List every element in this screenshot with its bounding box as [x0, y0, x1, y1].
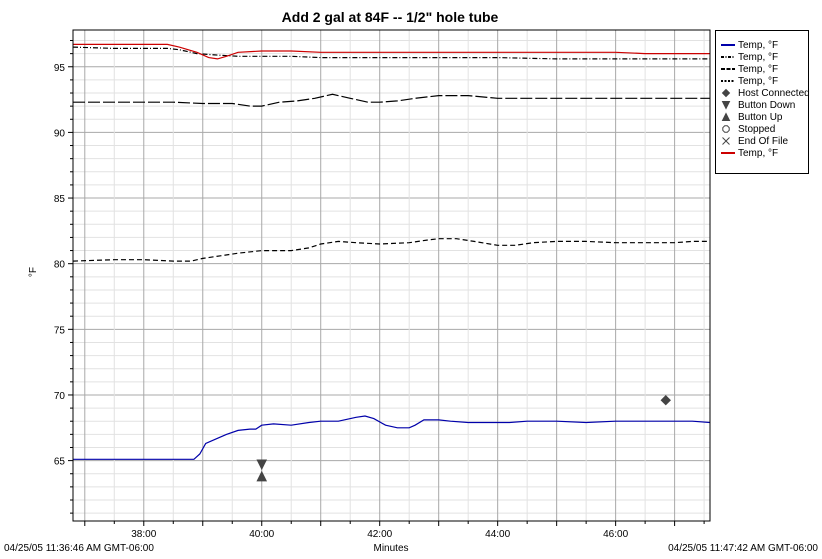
- axis-ticks: 65 70 75 80 85 90 95 38:00 40:00 42:00 44:00 46:00: [54, 40, 705, 540]
- legend-symbol: [720, 136, 736, 146]
- y-tick-label: 95: [54, 63, 66, 74]
- y-tick-label: 90: [54, 128, 66, 139]
- series-line-1: [73, 415, 711, 460]
- legend-symbol: [720, 76, 736, 86]
- triangle-down-icon: [721, 101, 731, 110]
- legend-label: Temp, °F: [738, 51, 779, 63]
- legend-entry: End Of File: [720, 135, 808, 147]
- legend-symbol: [720, 100, 736, 110]
- chart-legend: Temp, °F Temp, °F Temp, °F Temp, °F Host Con…: [715, 30, 810, 174]
- diamond-icon: [721, 88, 731, 98]
- legend-symbol: [720, 148, 736, 158]
- series-line-5: [73, 43, 710, 60]
- x-tick-label: 42:00: [367, 529, 392, 540]
- button-down-marker: [256, 459, 268, 471]
- plot-frame: [72, 29, 711, 522]
- legend-symbol: [720, 88, 736, 98]
- button-up-marker: [256, 470, 268, 482]
- end-time-label: 04/25/05 11:47:42 AM GMT-06:00: [668, 543, 818, 554]
- series-line-4: [72, 238, 710, 262]
- legend-label: End Of File: [738, 135, 789, 147]
- series-lines: [72, 43, 711, 460]
- legend-symbol: [720, 52, 736, 62]
- y-tick-label: 75: [54, 325, 66, 336]
- cross-icon: [722, 137, 730, 145]
- legend-entry: Temp, °F: [720, 39, 808, 51]
- legend-entry: Button Down: [720, 99, 808, 111]
- legend-label: Temp, °F: [738, 63, 779, 75]
- legend-entry: Host Connected: [720, 87, 810, 99]
- start-time-label: 04/25/05 11:36:46 AM GMT-06:00: [4, 543, 154, 554]
- y-axis-label: °F: [28, 267, 39, 277]
- grid: [73, 30, 710, 521]
- y-tick-label: 80: [54, 260, 66, 271]
- x-tick-label: 44:00: [485, 529, 510, 540]
- x-tick-label: 38:00: [131, 529, 156, 540]
- legend-entry: Temp, °F: [720, 147, 808, 159]
- y-tick-label: 70: [54, 391, 66, 402]
- legend-label: Temp, °F: [738, 75, 779, 87]
- legend-entry: Temp, °F: [720, 63, 808, 75]
- legend-symbol: [720, 112, 736, 122]
- series-line-3: [73, 93, 710, 107]
- legend-label: Temp, °F: [738, 39, 779, 51]
- event-markers: [256, 395, 671, 482]
- legend-entry: Button Up: [720, 111, 808, 123]
- legend-label: Button Up: [738, 111, 783, 123]
- legend-entry: Temp, °F: [720, 51, 808, 63]
- series-line-2: [72, 46, 710, 60]
- x-axis-label: Minutes: [373, 543, 408, 554]
- legend-label: Temp, °F: [738, 147, 779, 159]
- chart-title: Add 2 gal at 84F -- 1/2" hole tube: [282, 9, 499, 25]
- host-connected-marker: [660, 395, 671, 406]
- y-tick-label: 65: [54, 457, 66, 468]
- legend-label: Button Down: [738, 99, 796, 111]
- y-tick-label: 85: [54, 194, 66, 205]
- legend-label: Host Connected: [738, 87, 810, 99]
- x-tick-label: 40:00: [249, 529, 274, 540]
- legend-symbol: [720, 64, 736, 74]
- legend-symbol: [720, 40, 736, 50]
- x-tick-label: 46:00: [603, 529, 628, 540]
- legend-entry: Stopped: [720, 123, 808, 135]
- legend-label: Stopped: [738, 123, 776, 135]
- legend-entry: Temp, °F: [720, 75, 808, 87]
- legend-symbol: [720, 124, 736, 134]
- triangle-up-icon: [721, 112, 731, 121]
- octagon-icon: [722, 125, 730, 133]
